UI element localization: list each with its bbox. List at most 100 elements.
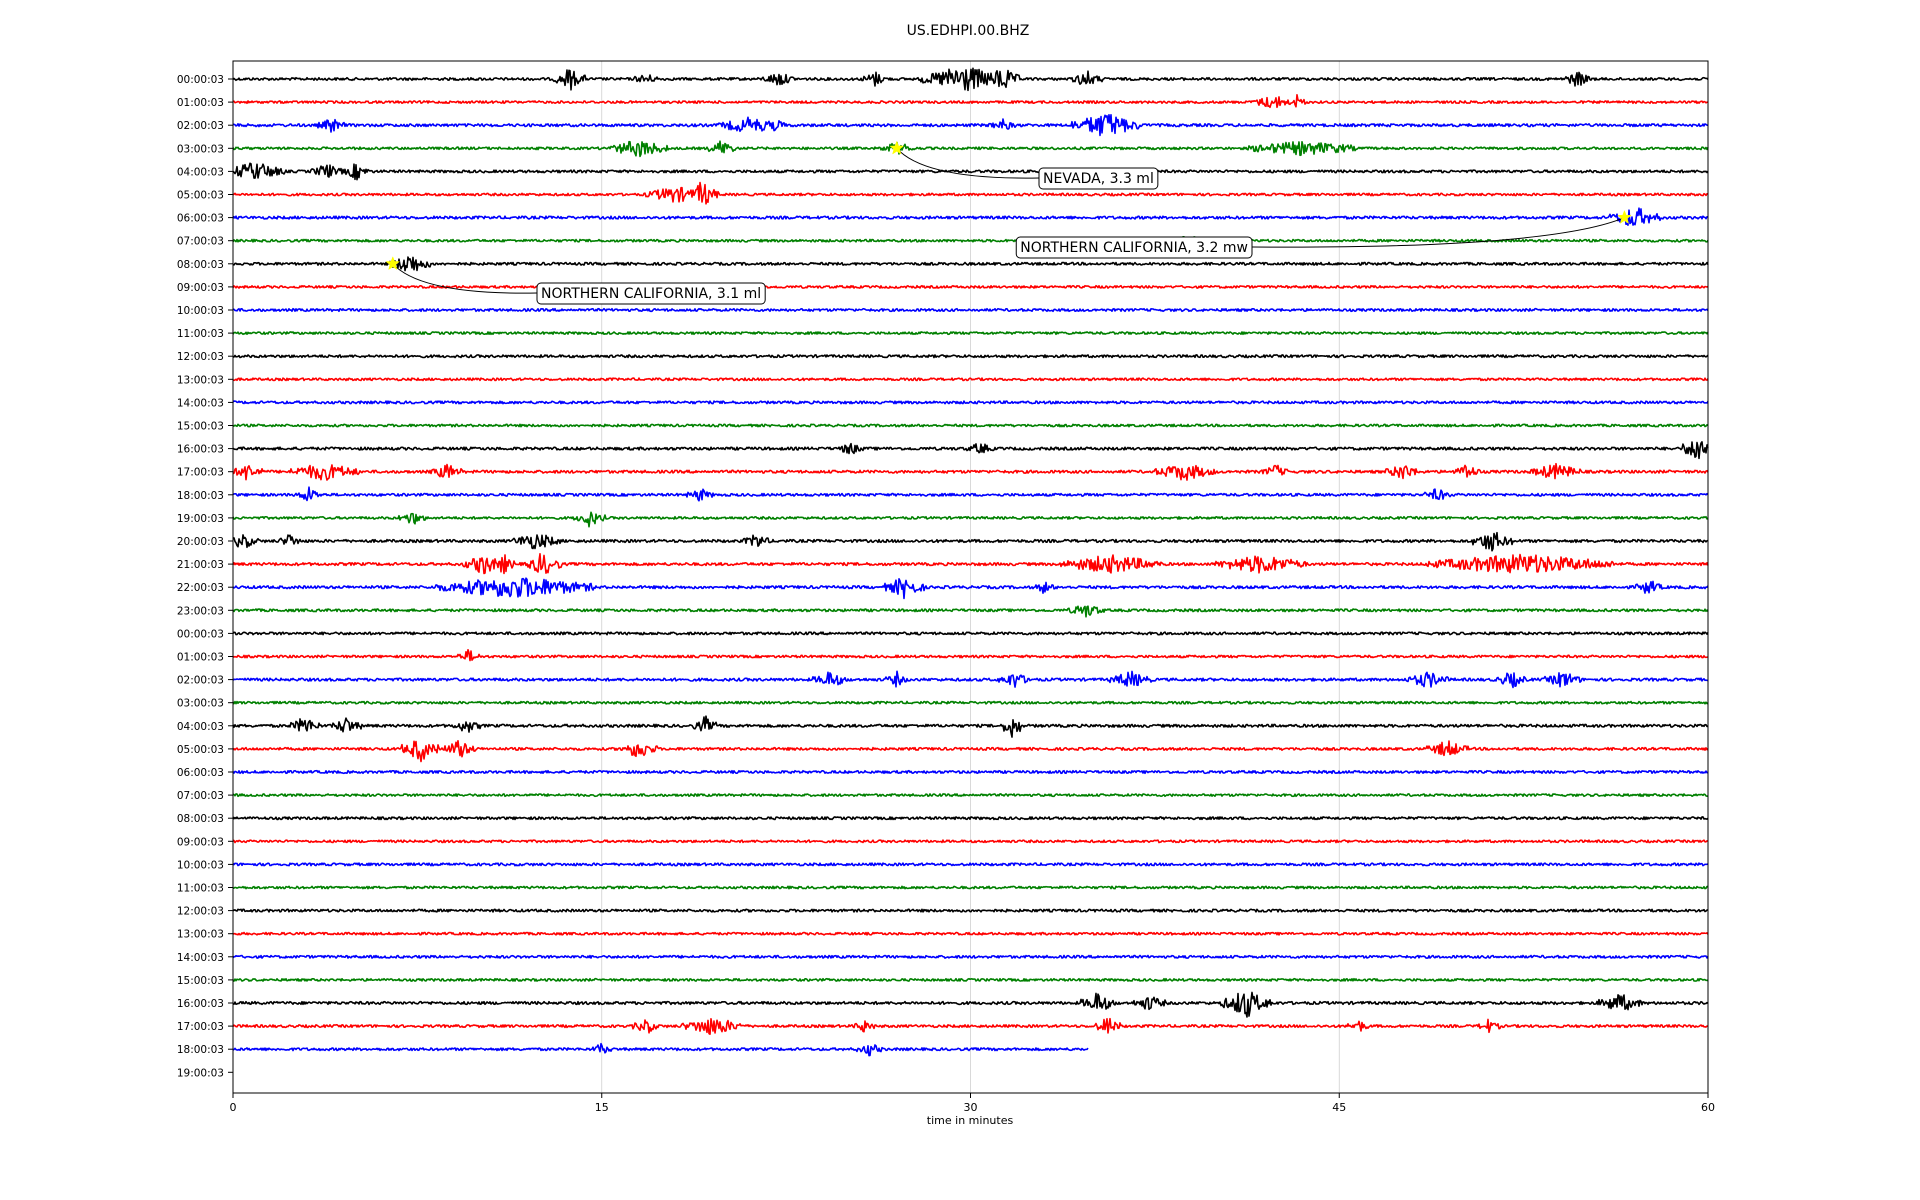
row-label: 20:00:03 — [177, 536, 224, 548]
x-tick-label-0: 0 — [230, 1101, 237, 1114]
event-label: NEVADA, 3.3 ml — [1043, 171, 1154, 187]
trace-row-34 — [232, 862, 1709, 867]
row-label: 00:00:03 — [177, 74, 224, 86]
row-label: 23:00:03 — [177, 605, 224, 617]
event-label: NORTHERN CALIFORNIA, 3.1 ml — [541, 286, 761, 302]
trace-row-21 — [232, 553, 1709, 575]
row-label: 11:00:03 — [177, 328, 224, 340]
trace-row-27 — [232, 700, 1709, 705]
trace-row-25 — [232, 648, 1709, 662]
row-label: 19:00:03 — [177, 1067, 224, 1079]
trace-row-31 — [232, 793, 1709, 798]
trace-row-0 — [232, 67, 1709, 92]
row-label: 14:00:03 — [177, 952, 224, 964]
row-label: 00:00:03 — [177, 628, 224, 640]
trace-row-30 — [232, 769, 1709, 775]
row-label: 01:00:03 — [177, 97, 224, 109]
row-label: 17:00:03 — [177, 1021, 224, 1033]
trace-row-14 — [232, 400, 1709, 405]
trace-row-24 — [232, 631, 1709, 636]
trace-row-35 — [232, 885, 1709, 890]
trace-row-32 — [232, 816, 1709, 821]
x-axis-ticks: 0 15 30 45 60 — [230, 1093, 1715, 1114]
trace-row-1 — [232, 93, 1709, 109]
row-label: 08:00:03 — [177, 259, 224, 271]
row-label: 15:00:03 — [177, 421, 224, 433]
row-label: 02:00:03 — [177, 120, 224, 132]
x-tick-label-60: 60 — [1701, 1101, 1715, 1114]
trace-row-39 — [232, 977, 1709, 982]
row-label: 03:00:03 — [177, 143, 224, 155]
trace-row-23 — [232, 605, 1709, 618]
row-label: 22:00:03 — [177, 582, 224, 594]
row-label: 04:00:03 — [177, 721, 224, 733]
row-label: 13:00:03 — [177, 929, 224, 941]
row-label: 10:00:03 — [177, 859, 224, 871]
trace-row-11 — [232, 331, 1709, 336]
event-label-box — [1015, 236, 1253, 259]
row-label: 02:00:03 — [177, 675, 224, 687]
row-label: 04:00:03 — [177, 166, 224, 178]
trace-row-7 — [232, 235, 1709, 248]
trace-row-38 — [232, 954, 1709, 959]
row-label: 06:00:03 — [177, 213, 224, 225]
row-label: 05:00:03 — [177, 190, 224, 202]
trace-row-3 — [232, 140, 1709, 158]
trace-row-4 — [232, 162, 1709, 181]
event-star-marker — [385, 256, 401, 271]
row-label: 13:00:03 — [177, 374, 224, 386]
trace-row-28 — [232, 715, 1709, 738]
row-label: 16:00:03 — [177, 998, 224, 1010]
row-label: 12:00:03 — [177, 906, 224, 918]
row-label: 15:00:03 — [177, 975, 224, 987]
trace-row-2 — [232, 113, 1709, 137]
trace-row-22 — [232, 577, 1709, 600]
row-label: 03:00:03 — [177, 698, 224, 710]
row-label: 08:00:03 — [177, 813, 224, 825]
event-star-marker — [1617, 209, 1632, 224]
trace-row-13 — [232, 377, 1709, 382]
x-axis-label: time in minutes — [927, 1114, 1014, 1127]
row-label: 05:00:03 — [177, 744, 224, 756]
trace-row-5 — [232, 181, 1709, 205]
event-connector — [896, 147, 1040, 179]
event-annotations: NEVADA, 3.3 ml NORTHERN CALIFORNIA, 3.2 m… — [385, 140, 1632, 305]
trace-row-6 — [232, 207, 1709, 226]
seismic-traces — [232, 67, 1709, 1057]
trace-row-10 — [232, 307, 1709, 313]
row-label: 07:00:03 — [177, 790, 224, 802]
chart-title: US.EDHPI.00.BHZ — [907, 23, 1030, 39]
plot-frame — [232, 60, 1709, 1094]
row-label: 19:00:03 — [177, 513, 224, 525]
trace-row-33 — [232, 839, 1709, 844]
x-tick-label-45: 45 — [1332, 1101, 1346, 1114]
row-label: 09:00:03 — [177, 836, 224, 848]
trace-row-18 — [232, 486, 1709, 502]
row-label: 10:00:03 — [177, 305, 224, 317]
trace-row-20 — [232, 531, 1709, 552]
row-label: 17:00:03 — [177, 467, 224, 479]
row-label: 12:00:03 — [177, 351, 224, 363]
event-connector — [392, 263, 538, 294]
event-label-box — [1038, 167, 1159, 190]
trace-row-16 — [232, 441, 1709, 460]
row-label: 01:00:03 — [177, 652, 224, 664]
event-label: NORTHERN CALIFORNIA, 3.2 mw — [1020, 240, 1248, 256]
event-label-box — [536, 282, 766, 305]
trace-row-9 — [232, 284, 1709, 289]
row-label: 11:00:03 — [177, 883, 224, 895]
trace-row-29 — [232, 739, 1709, 763]
event-star-marker — [889, 140, 905, 155]
row-label: 21:00:03 — [177, 559, 224, 571]
trace-row-19 — [232, 511, 1709, 528]
x-tick-label-15: 15 — [595, 1101, 609, 1114]
row-label: 16:00:03 — [177, 444, 224, 456]
event-connector — [1251, 217, 1625, 248]
row-label: 18:00:03 — [177, 490, 224, 502]
row-label: 09:00:03 — [177, 282, 224, 294]
row-time-labels: 00:00:03 01:00:03 02:00:03 03:00:03 04:00:03… — [177, 74, 233, 1079]
vertical-gridlines — [601, 61, 1340, 1093]
trace-row-8 — [232, 256, 1709, 272]
x-tick-label-30: 30 — [964, 1101, 978, 1114]
